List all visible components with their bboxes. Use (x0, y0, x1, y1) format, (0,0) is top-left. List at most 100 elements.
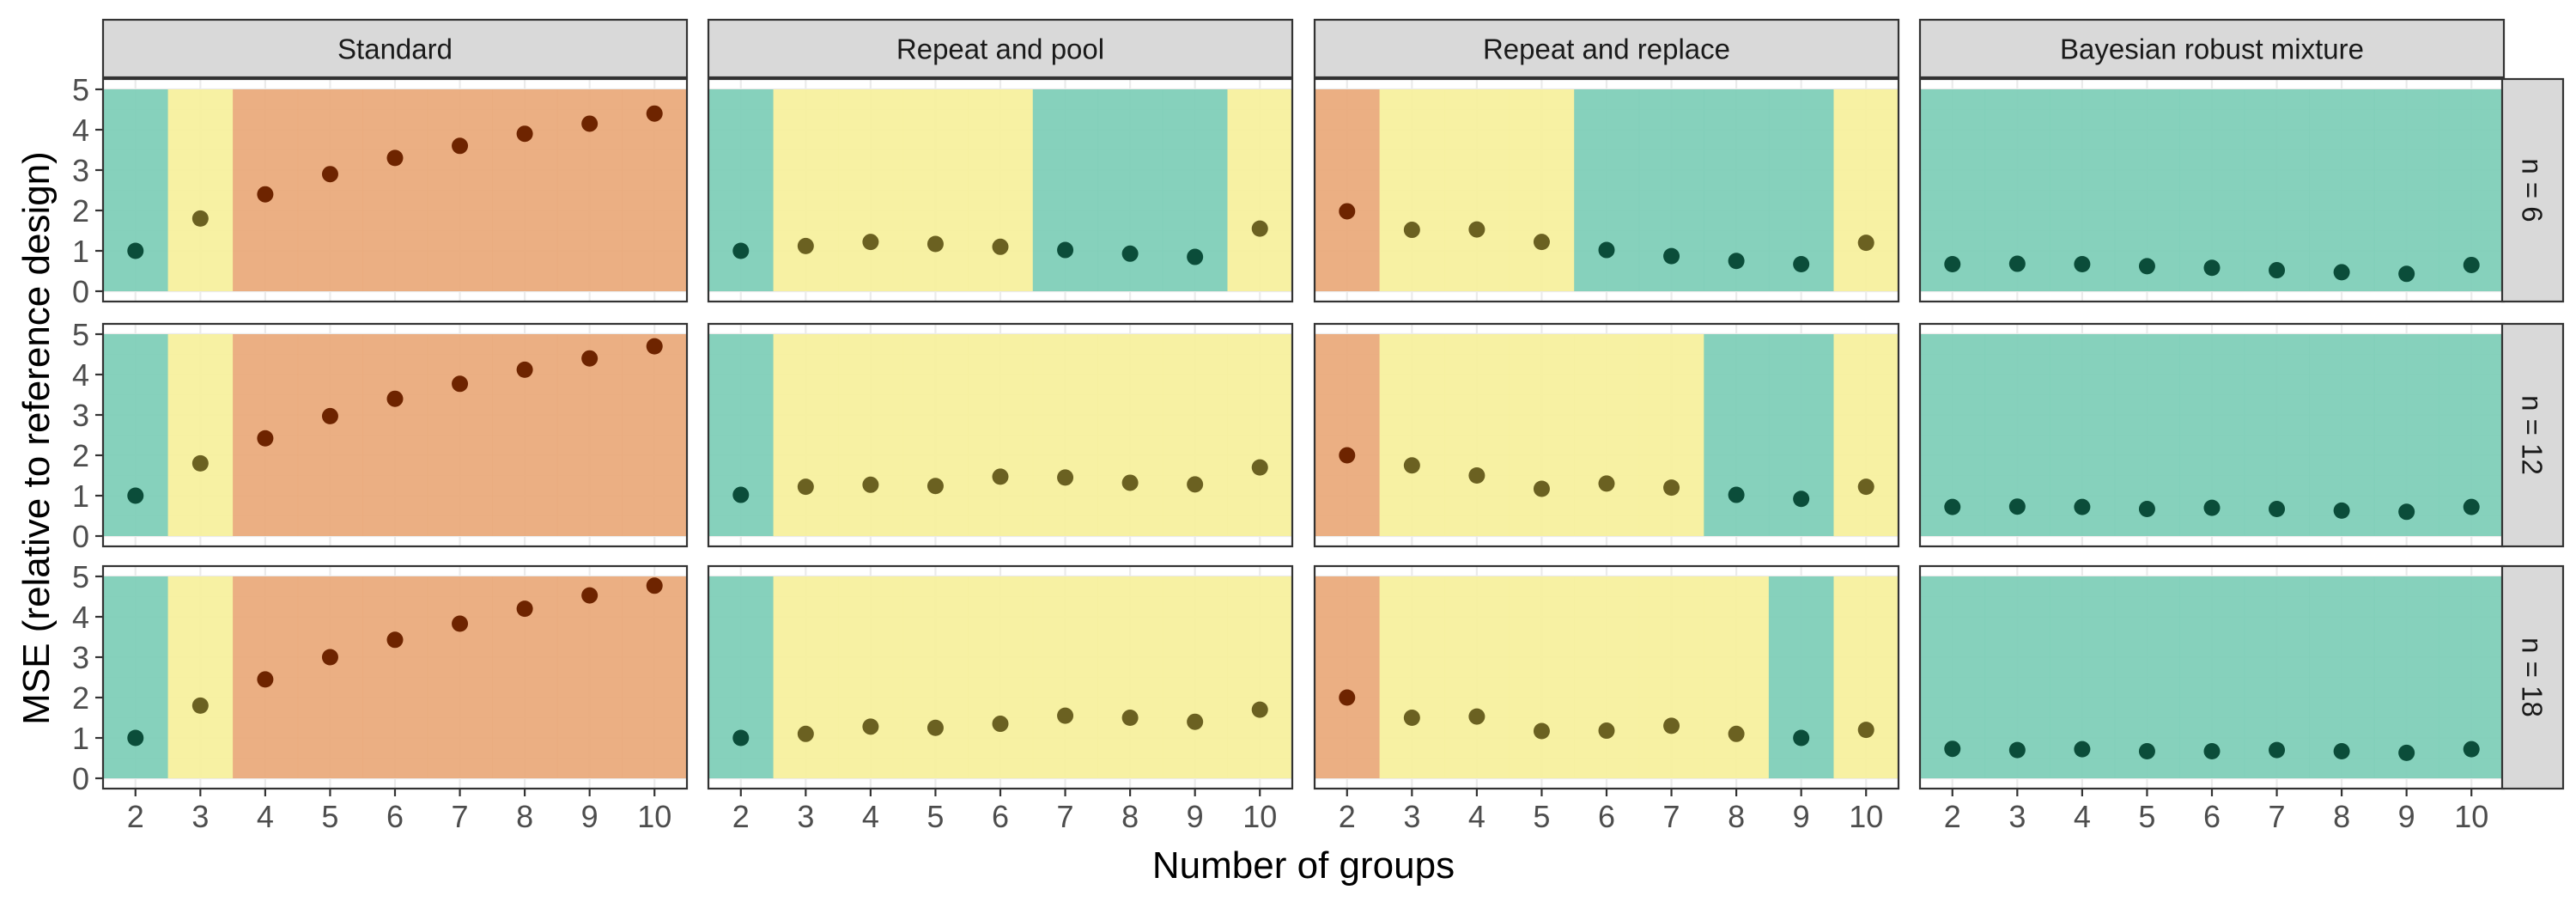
data-point (2008, 498, 2026, 515)
data-point (1663, 247, 1680, 265)
zone-band-orange (362, 89, 428, 291)
x-tick-label: 7 (2269, 799, 2286, 834)
data-points (1339, 203, 1874, 273)
zone-band-orange (622, 334, 688, 536)
row-strip: n = 18 (2500, 564, 2565, 790)
data-point (927, 719, 944, 736)
zone-band-yellow (902, 334, 969, 536)
panel (1918, 322, 2506, 548)
zone-bands (1920, 89, 2505, 291)
x-tick-label: 6 (992, 799, 1009, 834)
data-point (2269, 741, 2286, 759)
data-point (1187, 713, 1204, 730)
x-axis: 2 3 4 5 6 7 8 9 10 (127, 789, 671, 834)
x-tick-label: 8 (2333, 799, 2350, 834)
y-tick-label: 4 (72, 600, 89, 635)
zone-band-yellow (838, 576, 904, 778)
zone-band-green (708, 334, 775, 536)
column-strip: Repeat and replace (1313, 18, 1900, 79)
row-strip: n = 6 (2500, 77, 2565, 303)
data-point (1663, 717, 1680, 734)
panel (707, 564, 1294, 790)
panel (101, 77, 689, 303)
data-point (2203, 259, 2221, 277)
x-tick-label: 7 (1663, 799, 1680, 834)
panel (707, 77, 1294, 303)
data-point (1121, 474, 1139, 491)
data-point (581, 587, 598, 604)
data-point (2333, 743, 2350, 760)
data-point (862, 718, 879, 735)
zone-band-yellow (968, 89, 1034, 291)
x-tick-label: 10 (637, 799, 671, 834)
zone-band-green (2179, 89, 2245, 291)
x-tick-label: 4 (257, 799, 274, 834)
x-tick-label: 6 (1598, 799, 1615, 834)
data-points (1339, 447, 1874, 508)
zone-bands (708, 576, 1293, 778)
data-point (2138, 501, 2155, 518)
zone-band-yellow (773, 576, 839, 778)
zone-band-yellow (1379, 334, 1445, 536)
zone-bands (1315, 576, 1899, 778)
panel-border (101, 77, 689, 303)
data-points (732, 459, 1268, 503)
y-axis: 0 1 2 3 4 5 (72, 72, 103, 309)
data-point (321, 407, 338, 424)
row-strip: n = 12 (2500, 322, 2565, 548)
data-point (646, 577, 663, 594)
data-point (321, 649, 338, 666)
zone-band-yellow (1162, 334, 1229, 536)
data-point (516, 600, 533, 618)
data-point (257, 671, 274, 688)
zone-band-green (1704, 334, 1770, 536)
zone-band-green (2373, 576, 2440, 778)
data-point (1728, 725, 1745, 742)
data-point (257, 430, 274, 447)
axes-layer: 0 1 2 3 4 5 0 1 2 3 4 5 0 1 2 3 4 5 2 3 4 5 6 7 8 9 10 2 3 4 5 6 7 8 9 10 2 3… (72, 72, 2488, 834)
zone-band-yellow (1444, 334, 1510, 536)
x-tick-label: 2 (1944, 799, 1961, 834)
zone-band-green (103, 89, 169, 291)
data-point (2074, 740, 2091, 758)
x-tick-label: 3 (797, 799, 814, 834)
data-point (1793, 729, 1810, 747)
x-tick-label: 4 (1468, 799, 1485, 834)
panels-layer (101, 77, 2506, 790)
zone-band-yellow (1833, 576, 1899, 778)
zone-band-orange (622, 576, 688, 778)
zone-band-yellow (1574, 334, 1640, 536)
zone-band-orange (556, 576, 623, 778)
strip-background (101, 18, 689, 79)
zone-band-orange (492, 89, 558, 291)
data-point (386, 149, 404, 167)
data-point (581, 115, 598, 132)
panel (1918, 564, 2506, 790)
data-point (732, 729, 750, 747)
column-strip: Standard (101, 18, 689, 79)
data-point (1533, 480, 1550, 497)
zone-band-green (103, 576, 169, 778)
data-points (127, 577, 663, 747)
zone-band-orange (622, 89, 688, 291)
zone-bands (103, 576, 688, 778)
y-tick-label: 0 (72, 761, 89, 796)
data-point (1057, 241, 1074, 259)
panel-border (1313, 322, 1900, 548)
zone-band-green (103, 334, 169, 536)
data-point (1728, 486, 1745, 503)
x-tick-label: 8 (1728, 799, 1745, 834)
y-tick-label: 3 (72, 398, 89, 433)
y-tick-label: 5 (72, 559, 89, 594)
zone-band-green (2373, 334, 2440, 536)
data-points (127, 105, 663, 259)
zone-bands (103, 334, 688, 536)
x-tick-label: 10 (1242, 799, 1277, 834)
data-point (2398, 744, 2415, 761)
data-point (2074, 256, 2091, 273)
zone-band-orange (1315, 89, 1381, 291)
row-strip-label: n = 6 (2517, 158, 2549, 222)
data-point (386, 390, 404, 407)
x-axis: 2 3 4 5 6 7 8 9 10 (732, 789, 1277, 834)
data-point (1944, 740, 1961, 758)
